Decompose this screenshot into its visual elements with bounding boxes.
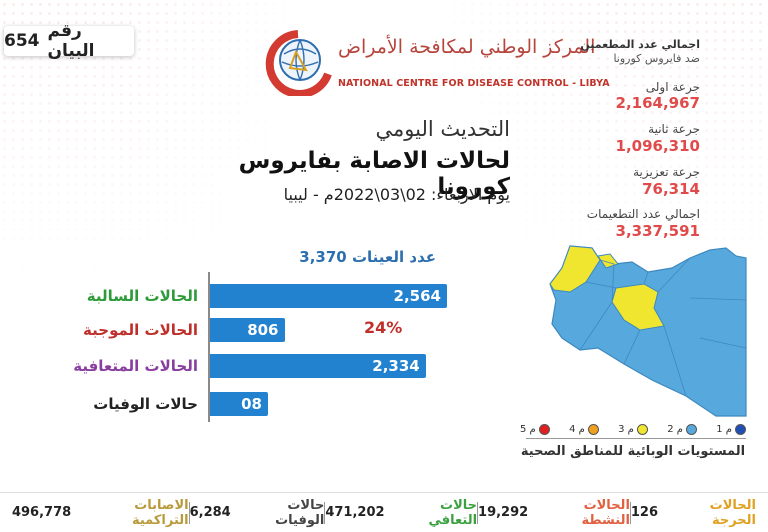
legend-dot-icon bbox=[587, 423, 599, 435]
chart-bar: 2,564 bbox=[210, 284, 447, 308]
total-vaccinations-value: 3,337,591 bbox=[615, 222, 700, 240]
map-legend: م 5 م 4 م 3 م 2 م 1 bbox=[520, 420, 746, 438]
footer-stat: حالات الوفيات 6,284 bbox=[190, 498, 325, 528]
booster-value: 76,314 bbox=[642, 180, 700, 198]
legend-dot-icon bbox=[735, 423, 746, 435]
chart-bar: 08 bbox=[210, 392, 268, 416]
footer-stat-label: الحالات الحرجة bbox=[709, 497, 756, 528]
chart-bar-value: 08 bbox=[241, 395, 262, 413]
legend-label: م 3 bbox=[618, 423, 634, 435]
footer-stat: الاصابات التراكمية 496,778 bbox=[12, 498, 189, 528]
legend-item: م 5 bbox=[520, 420, 550, 438]
dose2-label: جرعة ثانية bbox=[648, 122, 700, 136]
legend-label: م 1 bbox=[716, 423, 732, 435]
dose1-value: 2,164,967 bbox=[615, 94, 700, 112]
chart-category-label: الحالات الموجبة bbox=[83, 321, 198, 339]
footer-stat: حالات التعافي 471,202 bbox=[325, 498, 477, 528]
summary-footer: الحالات الحرجة 126 الحالات النشطة 19,292 حال… bbox=[0, 492, 768, 532]
vaccination-title: اجمالي عدد المطعمين ضد فايروس كورونا bbox=[580, 38, 700, 65]
footer-stat-label: حالات التعافي bbox=[428, 497, 478, 528]
footer-stat-value: 496,778 bbox=[11, 505, 72, 520]
legend-label: م 4 bbox=[569, 423, 585, 435]
header-date: يوم الاربعاء: 02\03\2022م - ليبيا bbox=[283, 185, 510, 204]
legend-label: م 5 bbox=[520, 423, 536, 435]
dose2-value: 1,096,310 bbox=[615, 137, 700, 155]
chart-bar: 806 bbox=[210, 318, 285, 342]
header-daily-update: التحديث اليومي bbox=[375, 117, 510, 141]
chart-title: عدد العينات 3,370 bbox=[299, 248, 436, 266]
total-vaccinations-label: اجمالي عدد التطعيمات bbox=[586, 207, 700, 221]
ncdc-logo-icon bbox=[265, 30, 332, 96]
footer-stat-value: 126 bbox=[630, 505, 659, 520]
footer-stat-label: الاصابات التراكمية bbox=[131, 497, 189, 528]
footer-stat-label: حالات الوفيات bbox=[275, 497, 325, 528]
chart-category-label: حالات الوفيات bbox=[93, 395, 198, 413]
statement-number: 654 bbox=[4, 31, 40, 51]
libya-map bbox=[549, 245, 747, 417]
header-title: لحالات الاصابة بفايروس كورونا bbox=[238, 148, 510, 200]
chart-category-label: الحالات السالبة bbox=[86, 287, 198, 305]
booster-label: جرعة تعزيزية bbox=[633, 165, 700, 179]
chart-bar: 2,334 bbox=[210, 354, 426, 378]
chart-category-label: الحالات المتعافية bbox=[73, 357, 198, 375]
statement-label: رقم البيان bbox=[47, 21, 95, 61]
logo-english-name: NATIONAL CENTRE FOR DISEASE CONTROL - LI… bbox=[338, 78, 610, 89]
statement-number-badge: 654 رقم البيان bbox=[4, 21, 134, 61]
footer-stat-value: 471,202 bbox=[325, 505, 385, 520]
logo-arabic-name: المركز الوطني لمكافحة الأمراض bbox=[338, 36, 596, 58]
footer-stat-value: 6,284 bbox=[189, 505, 231, 520]
footer-stat: الحالات الحرجة 126 bbox=[631, 498, 756, 528]
footer-stat-value: 19,292 bbox=[478, 505, 529, 520]
dose1-label: جرعة اولى bbox=[645, 80, 700, 94]
map-legend-title: المستويات الوبائية للمناطق الصحية bbox=[520, 444, 746, 459]
legend-dot-icon bbox=[538, 423, 550, 435]
legend-dot-icon bbox=[636, 423, 648, 435]
positive-rate-annotation: 24% bbox=[364, 318, 403, 337]
footer-stat-label: الحالات النشطة bbox=[581, 497, 630, 528]
chart-bar-value: 2,564 bbox=[393, 287, 441, 305]
legend-item: م 1 bbox=[716, 420, 746, 438]
legend-label: م 2 bbox=[667, 423, 683, 435]
legend-item: م 3 bbox=[618, 420, 648, 438]
chart-bar-value: 806 bbox=[247, 321, 279, 339]
legend-dot-icon bbox=[685, 423, 697, 435]
legend-item: م 4 bbox=[569, 420, 599, 438]
chart-axis bbox=[208, 272, 210, 422]
legend-item: م 2 bbox=[667, 420, 697, 438]
chart-bar-value: 2,334 bbox=[372, 357, 420, 375]
footer-stat: الحالات النشطة 19,292 bbox=[478, 498, 630, 528]
